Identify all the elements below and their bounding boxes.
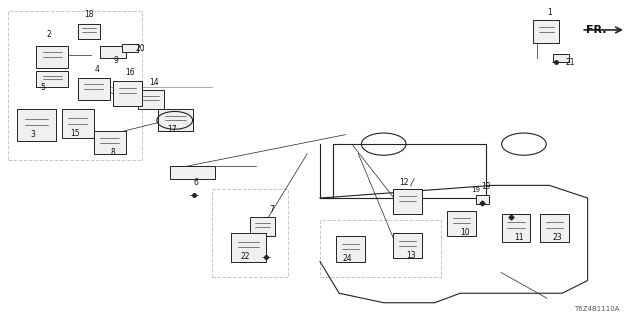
FancyBboxPatch shape [100,46,125,59]
FancyBboxPatch shape [552,54,568,62]
Text: 17: 17 [167,125,177,134]
Text: 9: 9 [114,56,118,65]
Text: 20: 20 [135,44,145,53]
FancyBboxPatch shape [336,236,365,261]
Text: 18: 18 [84,10,93,19]
Text: 19: 19 [512,223,521,229]
FancyBboxPatch shape [122,44,138,52]
FancyBboxPatch shape [36,71,68,87]
Text: FR.: FR. [586,25,607,35]
Text: 13: 13 [406,251,415,260]
Text: T6Z4B1110A: T6Z4B1110A [574,306,620,312]
Text: 4: 4 [95,65,99,74]
Text: 19: 19 [472,187,481,193]
Text: 14: 14 [150,78,159,87]
FancyBboxPatch shape [476,195,489,204]
FancyBboxPatch shape [78,24,100,39]
Text: 24: 24 [342,254,352,263]
Bar [8,11,141,160]
Text: 10: 10 [460,228,470,237]
FancyBboxPatch shape [394,233,422,258]
FancyBboxPatch shape [36,46,68,68]
Text: 5: 5 [40,83,45,92]
FancyBboxPatch shape [447,211,476,236]
Text: 23: 23 [552,233,562,242]
Text: 8: 8 [111,148,115,156]
FancyBboxPatch shape [394,188,422,214]
Text: 3: 3 [31,130,36,139]
FancyBboxPatch shape [62,109,94,138]
FancyBboxPatch shape [113,81,141,106]
FancyBboxPatch shape [94,132,125,154]
FancyBboxPatch shape [534,20,559,43]
Text: 7: 7 [270,205,275,214]
Text: 6: 6 [193,178,198,187]
FancyBboxPatch shape [170,166,215,179]
FancyBboxPatch shape [157,109,193,132]
Bar [212,188,288,277]
Text: 1: 1 [547,8,552,17]
FancyBboxPatch shape [78,77,109,100]
Bar [320,220,441,277]
Text: 12: 12 [400,178,409,187]
FancyBboxPatch shape [231,233,266,261]
Text: 21: 21 [565,58,575,67]
FancyBboxPatch shape [540,214,568,243]
Text: 22: 22 [241,252,250,261]
FancyBboxPatch shape [138,90,164,109]
Text: 16: 16 [125,68,135,77]
FancyBboxPatch shape [17,109,56,141]
Text: 15: 15 [70,129,79,138]
Text: 11: 11 [515,233,524,242]
FancyBboxPatch shape [250,217,275,236]
Text: 19: 19 [481,182,490,191]
FancyBboxPatch shape [502,214,531,243]
Text: 2: 2 [47,30,52,39]
